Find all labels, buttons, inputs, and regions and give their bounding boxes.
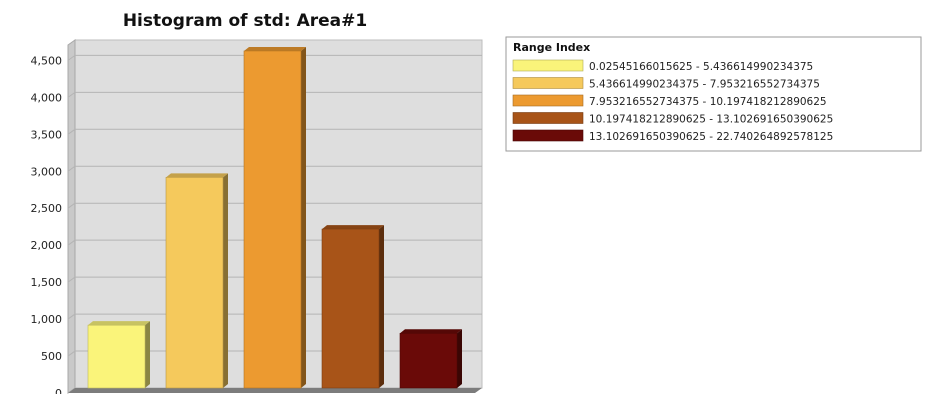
legend-swatch: [512, 94, 584, 107]
plot-floor: [68, 388, 482, 393]
gridline-depth: [67, 350, 76, 357]
y-tick-label: 4,500: [31, 54, 63, 67]
bar-top: [244, 46, 306, 51]
legend-box: [505, 36, 922, 152]
gridline-depth: [67, 54, 76, 61]
y-tick-label: 2,500: [31, 202, 63, 215]
legend: Range Index 0.02545166015625 - 5.4366149…: [505, 36, 922, 152]
y-tick-label: 0: [55, 387, 62, 394]
chart-title: Histogram of std: Area#1: [123, 11, 367, 31]
bar-side: [301, 46, 306, 389]
y-tick-label: 4,000: [31, 91, 63, 104]
gridline-depth: [67, 91, 76, 98]
gridline-depth: [67, 165, 76, 172]
bar-side: [223, 173, 228, 388]
y-tick-label: 1,000: [31, 313, 63, 326]
legend-swatch: [512, 129, 584, 142]
bar-front: [165, 177, 224, 389]
y-tick-label: 3,500: [31, 128, 63, 141]
gridline-depth: [67, 202, 76, 209]
y-tick-label: 2,000: [31, 239, 63, 252]
bar-top: [88, 321, 150, 326]
y-tick-label: 3,000: [31, 165, 63, 178]
bar-front: [321, 228, 380, 389]
bar-side: [379, 225, 384, 388]
legend-label: 0.02545166015625 - 5.436614990234375: [589, 61, 813, 73]
legend-label: 13.102691650390625 - 22.740264892578125: [589, 131, 833, 143]
bar-front: [399, 333, 458, 389]
bar-front: [243, 50, 302, 389]
bar-top: [166, 173, 228, 178]
bar-top: [400, 329, 462, 334]
bar: [243, 46, 306, 389]
legend-label: 10.197418212890625 - 13.102691650390625: [589, 114, 833, 126]
bar: [165, 173, 228, 389]
legend-title: Range Index: [513, 41, 590, 54]
bar-top: [322, 225, 384, 230]
legend-swatch: [512, 59, 584, 72]
legend-label: 5.436614990234375 - 7.953216552734375: [589, 79, 820, 91]
bar-side: [145, 321, 150, 388]
bar-side: [457, 329, 462, 388]
gridline-depth: [67, 239, 76, 246]
gridline-depth: [67, 276, 76, 283]
legend-label: 7.953216552734375 - 10.197418212890625: [589, 96, 827, 108]
legend-swatch: [512, 77, 584, 89]
bar-front: [87, 324, 146, 389]
legend-swatch: [512, 112, 584, 124]
plot-area: 0 500 1,000 1,500 2,000 2,500 3,000 3,500 4,000 4…: [31, 39, 483, 394]
bar: [399, 329, 462, 389]
bar: [87, 321, 150, 389]
y-tick-label: 500: [41, 350, 62, 363]
bar: [321, 225, 384, 389]
gridline-depth: [67, 128, 76, 135]
y-tick-label: 1,500: [31, 276, 63, 289]
gridline-depth: [67, 313, 76, 320]
